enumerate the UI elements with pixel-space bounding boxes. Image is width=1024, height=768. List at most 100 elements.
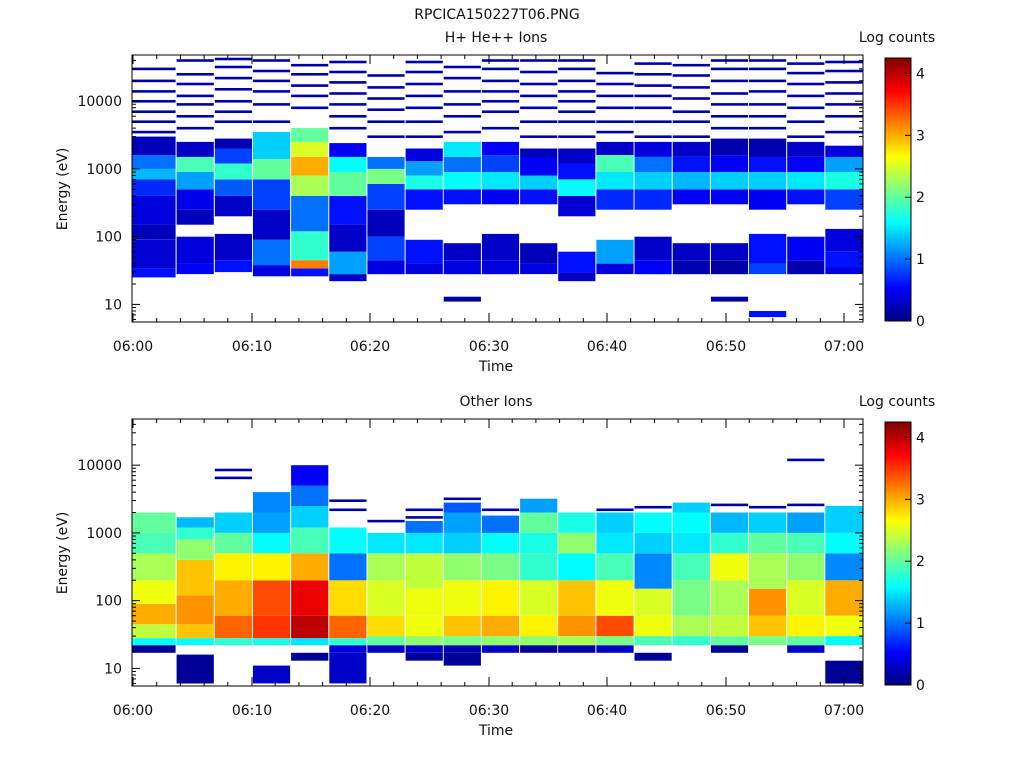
heatmap-cell [291,505,329,528]
time-bin-column [481,59,520,275]
heatmap-cell [481,155,520,172]
heatmap-cell [443,157,481,172]
heatmap-cell [291,195,329,232]
heatmap-cell [405,239,443,264]
heatmap-line-cell [329,103,367,106]
heatmap-cell [558,251,596,273]
heatmap-line-cell [367,74,405,77]
panel-top-colorbar-label: Log counts [859,30,935,46]
heatmap-cell [443,636,481,646]
heatmap-cell [132,603,176,625]
heatmap-cell [329,251,367,275]
heatmap-line-cell [634,120,672,123]
heatmap-cell [481,645,520,653]
x-tick-label: 06:30 [469,703,509,719]
heatmap-line-cell [596,508,634,512]
heatmap-line-cell [749,67,787,71]
heatmap-line-cell [329,70,367,74]
heatmap-line-cell [291,63,329,67]
heatmap-cell [596,636,634,646]
heatmap-line-cell [558,90,596,93]
panel-top-title: H+ He++ Ions [445,30,548,46]
time-bin-column [787,62,825,275]
heatmap-cell [710,636,749,646]
heatmap-line-cell [749,79,787,83]
heatmap-cell [825,615,863,637]
panel-bottom-colorbar-ticks: 0 1 2 3 4 [905,430,925,694]
heatmap-cell [787,260,825,275]
panel-top-x-ticks: 06:00 06:10 06:20 06:30 06:40 06:50 07:00 [113,55,864,355]
time-bin-column [634,505,672,661]
heatmap-cell [329,527,367,554]
heatmap-line-cell [787,503,825,507]
heatmap-cell [252,265,291,277]
heatmap-line-cell [176,103,214,106]
heatmap-line-cell [749,126,787,130]
x-tick-label: 06:20 [350,339,390,355]
heatmap-cell [443,189,481,205]
panel-top-colorbar: Log counts 0 1 2 3 4 [859,30,935,330]
heatmap-line-cell [214,65,252,69]
y-tick-label: 100 [95,230,122,246]
heatmap-line-cell [405,135,443,138]
heatmap-cell [443,260,481,275]
panel-bottom-colorbar-label: Log counts [859,394,935,410]
heatmap-line-cell [214,100,252,103]
heatmap-cell [596,239,634,264]
heatmap-line-cell [825,69,863,73]
heatmap-cell [367,157,405,169]
heatmap-cell [787,172,825,190]
heatmap-line-cell [367,519,405,523]
heatmap-cell [252,553,291,581]
heatmap-line-cell [558,79,596,83]
heatmap-cell [672,172,710,190]
heatmap-cell [634,588,672,616]
heatmap-cell [634,615,672,637]
heatmap-line-cell [787,120,825,123]
heatmap-line-cell [481,100,520,103]
heatmap-cell [634,512,672,533]
x-tick-label: 06:00 [113,703,153,719]
y-tick-label: 1000 [86,162,122,178]
heatmap-line-cell [558,135,596,138]
panel-bottom-frame [131,418,864,687]
heatmap-cell [443,652,481,666]
heatmap-cell [443,243,481,261]
heatmap-line-cell [672,120,710,123]
heatmap-line-cell [443,103,481,106]
heatmap-cell [405,615,443,637]
heatmap-cell [132,155,176,169]
heatmap-cell [596,532,634,554]
heatmap-line-cell [749,59,787,62]
heatmap-cell [825,145,863,157]
heatmap-line-cell [825,103,863,106]
heatmap-cell [481,580,520,616]
heatmap-cell [749,532,787,554]
time-bin-column [367,519,405,653]
heatmap-cell [672,580,710,616]
heatmap-cell [214,553,252,581]
heatmap-line-cell [749,115,787,118]
heatmap-line-cell [672,97,710,100]
heatmap-line-cell [252,59,291,62]
heatmap-cell [367,168,405,184]
heatmap-line-cell [710,126,749,130]
heatmap-cell [749,157,787,172]
heatmap-cell [176,559,214,596]
heatmap-line-cell [252,103,291,106]
heatmap-cell [405,148,443,162]
heatmap-line-cell [787,135,825,138]
heatmap-line-cell [634,106,672,110]
panel-top-plot [132,57,863,318]
heatmap-line-cell [787,94,825,98]
heatmap-cell [749,588,787,616]
heatmap-cell [710,553,749,581]
heatmap-cell [176,209,214,225]
heatmap-line-cell [787,82,825,86]
heatmap-cell [443,532,481,554]
heatmap-cell [291,157,329,176]
heatmap-cell [291,231,329,261]
heatmap-line-cell [405,60,443,64]
heatmap-cell [634,553,672,589]
heatmap-cell [672,615,710,637]
